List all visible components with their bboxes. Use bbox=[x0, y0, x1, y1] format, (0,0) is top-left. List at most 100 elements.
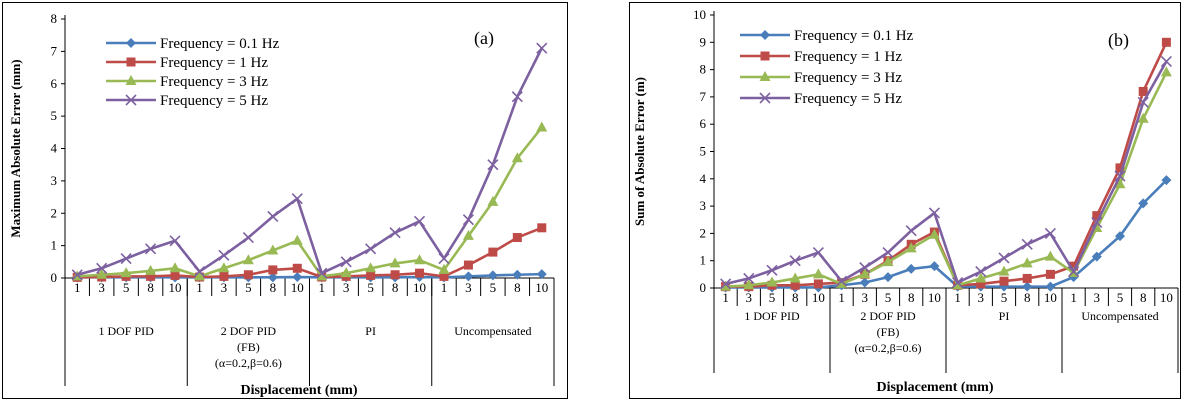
data-point bbox=[219, 271, 229, 281]
data-point bbox=[1137, 112, 1149, 123]
series-line bbox=[77, 126, 543, 278]
data-point bbox=[268, 265, 278, 275]
x-tick-label: 10 bbox=[291, 280, 304, 295]
data-point bbox=[1091, 216, 1103, 229]
data-point bbox=[487, 195, 499, 206]
data-point bbox=[883, 272, 893, 283]
data-point bbox=[439, 271, 449, 281]
data-point bbox=[193, 270, 205, 281]
data-point bbox=[218, 249, 230, 261]
data-point bbox=[169, 262, 181, 273]
data-point bbox=[463, 271, 474, 282]
series-0 bbox=[720, 175, 1172, 293]
data-point bbox=[1161, 37, 1171, 47]
legend-label: Frequency = 3 Hz bbox=[160, 74, 268, 90]
x-tick-label: 3 bbox=[862, 290, 869, 305]
data-point bbox=[316, 270, 328, 281]
data-point bbox=[462, 214, 474, 226]
x-tick-label: 8 bbox=[270, 280, 277, 295]
x-tick-label: 5 bbox=[367, 280, 374, 295]
y-tick-label: 5 bbox=[51, 108, 58, 123]
data-point bbox=[1115, 231, 1125, 242]
group-label: (FB) bbox=[237, 340, 260, 354]
y-tick-label: 9 bbox=[700, 34, 707, 49]
y-tick-label: 1 bbox=[700, 253, 707, 268]
series-line bbox=[725, 179, 1168, 289]
data-point bbox=[905, 242, 917, 253]
data-point bbox=[1160, 55, 1172, 67]
data-point bbox=[906, 263, 917, 274]
data-point bbox=[1045, 269, 1055, 279]
legend-marker bbox=[760, 30, 770, 40]
x-tick-label: 1 bbox=[954, 290, 961, 305]
data-point bbox=[1138, 198, 1149, 209]
data-point bbox=[120, 253, 132, 265]
data-point bbox=[414, 254, 426, 265]
legend-marker bbox=[125, 94, 137, 106]
x-tick-label: 8 bbox=[908, 290, 915, 305]
x-tick-label: 1 bbox=[441, 280, 448, 295]
data-point bbox=[438, 253, 450, 265]
data-point bbox=[169, 235, 181, 247]
data-point bbox=[366, 270, 376, 280]
x-tick-label: 5 bbox=[245, 280, 252, 295]
data-point bbox=[975, 272, 987, 283]
data-point bbox=[71, 269, 83, 281]
data-point bbox=[1137, 96, 1149, 108]
data-point bbox=[743, 272, 755, 285]
series-line bbox=[725, 60, 1168, 286]
data-point bbox=[462, 229, 474, 240]
data-point bbox=[836, 277, 848, 288]
group-label: Uncompensated bbox=[454, 324, 531, 338]
data-point bbox=[512, 269, 523, 280]
data-point bbox=[905, 225, 917, 237]
data-point bbox=[720, 280, 732, 291]
data-point bbox=[1068, 266, 1080, 278]
data-point bbox=[389, 227, 401, 239]
x-tick-label: 8 bbox=[514, 280, 521, 295]
x-tick-label: 5 bbox=[1001, 290, 1008, 305]
y-axis-title: Sum of Absolute Error (m) bbox=[632, 77, 647, 226]
x-tick-label: 8 bbox=[147, 280, 154, 295]
data-point bbox=[193, 265, 206, 278]
group-label: Uncompensated bbox=[1081, 309, 1158, 323]
data-point bbox=[242, 231, 254, 244]
x-tick-label: 1 bbox=[722, 290, 729, 305]
series-3 bbox=[71, 42, 548, 281]
data-point bbox=[537, 223, 547, 233]
x-tick-label: 3 bbox=[98, 280, 105, 295]
data-point bbox=[1092, 211, 1102, 221]
data-point bbox=[766, 264, 778, 276]
data-point bbox=[1138, 86, 1148, 96]
y-tick-label: 0 bbox=[51, 270, 58, 285]
data-point bbox=[413, 215, 426, 227]
data-point bbox=[743, 279, 755, 290]
group-label: (FB) bbox=[877, 325, 900, 339]
data-point bbox=[998, 252, 1010, 264]
data-point bbox=[242, 254, 254, 265]
data-point bbox=[975, 266, 987, 278]
x-tick-label: 10 bbox=[535, 280, 548, 295]
legend-marker bbox=[759, 92, 771, 104]
data-point bbox=[1069, 261, 1079, 271]
y-tick-label: 2 bbox=[51, 205, 58, 220]
series-line bbox=[76, 47, 543, 277]
x-tick-label: 3 bbox=[746, 290, 753, 305]
data-point bbox=[511, 152, 523, 163]
data-point bbox=[170, 270, 180, 280]
data-point bbox=[882, 246, 894, 259]
y-tick-label: 7 bbox=[700, 89, 707, 104]
legend-label: Frequency = 3 Hz bbox=[794, 70, 902, 86]
data-point bbox=[1045, 281, 1056, 292]
group-label: (α=0.2,β=0.6) bbox=[855, 341, 922, 355]
x-tick-label: 8 bbox=[1024, 290, 1030, 305]
data-point bbox=[292, 263, 302, 273]
legend-label: Frequency = 1 Hz bbox=[794, 49, 902, 65]
x-tick-label: 10 bbox=[1044, 290, 1057, 305]
y-axis-title: Maximum Absolute Error (mm) bbox=[8, 59, 23, 237]
legend-label: Frequency = 5 Hz bbox=[160, 93, 268, 109]
x-tick-label: 5 bbox=[769, 290, 776, 305]
data-point bbox=[720, 278, 732, 290]
data-point bbox=[536, 121, 548, 132]
